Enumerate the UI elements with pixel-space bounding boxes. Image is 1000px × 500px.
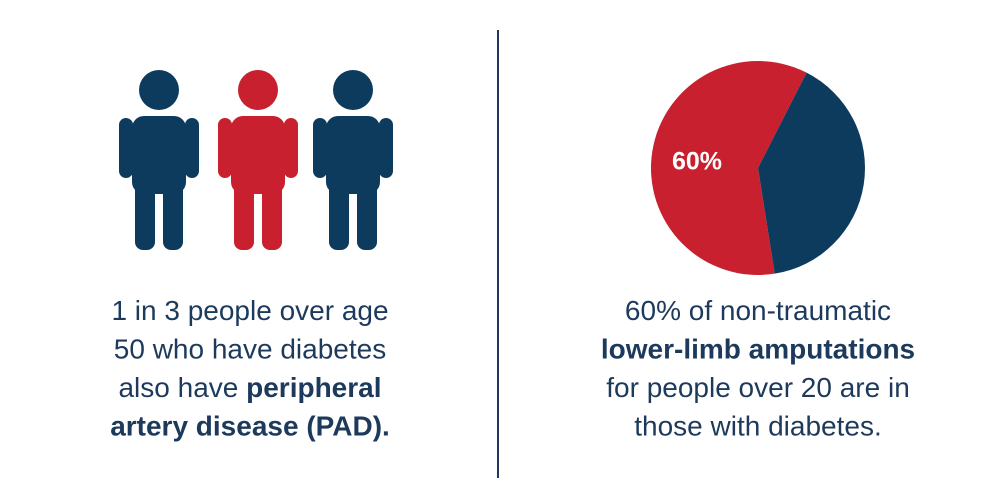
- person-head: [238, 70, 278, 110]
- slice-label: 60%: [672, 148, 722, 176]
- caption-text: those with diabetes.: [634, 411, 882, 442]
- pie-slice: [650, 60, 807, 276]
- caption-text: 1 in 3 people over age: [111, 295, 388, 326]
- person-leg: [135, 170, 155, 250]
- person-leg: [163, 170, 183, 250]
- caption-bold: lower-limb amputations: [601, 334, 915, 365]
- caption-line: also have peripheral: [118, 372, 381, 403]
- caption-text: also have: [118, 372, 246, 403]
- caption-line: lower-limb amputations: [601, 334, 915, 365]
- person-arm: [119, 118, 133, 178]
- caption-text: 50 who have diabetes: [114, 334, 386, 365]
- caption-line: those with diabetes.: [634, 411, 882, 442]
- person-head: [333, 70, 373, 110]
- person-leg: [234, 170, 254, 250]
- caption-bold: artery disease (PAD).: [110, 411, 390, 442]
- person-icon: [313, 70, 393, 250]
- person-arm: [313, 118, 327, 178]
- person-icon: [218, 70, 298, 250]
- caption-line: 60% of non-traumatic: [625, 295, 891, 326]
- caption-bold: peripheral: [246, 372, 381, 403]
- caption-text: for people over 20 are in: [606, 372, 910, 403]
- person-arm: [379, 118, 393, 178]
- person-leg: [329, 170, 349, 250]
- pie-slice: [758, 72, 865, 274]
- person-arm: [284, 118, 298, 178]
- people-icons: [119, 70, 393, 250]
- caption-line: for people over 20 are in: [606, 372, 910, 403]
- person-leg: [357, 170, 377, 250]
- caption-line: artery disease (PAD).: [110, 411, 390, 442]
- person-head: [139, 70, 179, 110]
- caption-text: 60% of non-traumatic: [625, 295, 891, 326]
- person-icon: [119, 70, 199, 250]
- person-arm: [218, 118, 232, 178]
- person-arm: [185, 118, 199, 178]
- person-leg: [262, 170, 282, 250]
- caption-line: 1 in 3 people over age: [111, 295, 388, 326]
- caption-line: 50 who have diabetes: [114, 334, 386, 365]
